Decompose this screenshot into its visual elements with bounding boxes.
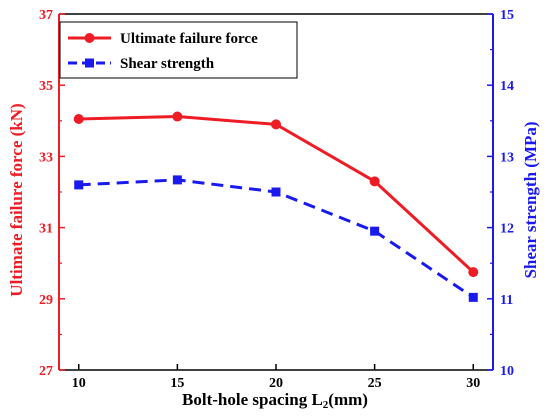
data-point-ultimate-failure-force bbox=[369, 176, 380, 187]
data-point-shear-strength bbox=[468, 292, 478, 302]
legend-label-ultimate-failure-force: Ultimate failure force bbox=[120, 31, 258, 47]
data-point-ultimate-failure-force bbox=[172, 111, 183, 122]
data-point-shear-strength bbox=[172, 175, 182, 185]
legend-marker-shear-strength bbox=[85, 58, 94, 68]
data-point-shear-strength bbox=[271, 187, 281, 197]
right-y-tick-label: 12 bbox=[500, 222, 514, 237]
series-line-shear-strength bbox=[78, 178, 475, 299]
left-y-tick-label: 29 bbox=[39, 293, 53, 308]
plot-marks: 10 15 20 25 30 27 29 31 33 35 37 10 11 12 13 14 15 bbox=[39, 8, 514, 391]
legend: Ultimate failure force Shear strength bbox=[59, 21, 298, 79]
data-point-ultimate-failure-force bbox=[468, 267, 479, 278]
data-point-ultimate-failure-force bbox=[271, 119, 281, 130]
x-tick-label: 20 bbox=[269, 376, 283, 391]
right-y-tick-label: 13 bbox=[500, 150, 514, 165]
data-point-shear-strength bbox=[74, 180, 84, 190]
right-y-tick-label: 11 bbox=[500, 293, 513, 308]
left-y-tick-label: 35 bbox=[39, 79, 53, 94]
x-tick-label: 10 bbox=[72, 376, 86, 391]
left-y-tick-label: 33 bbox=[39, 150, 53, 165]
right-y-tick-label: 15 bbox=[500, 8, 514, 23]
right-axis-title: Shear strength (MPa) bbox=[521, 121, 540, 278]
left-y-tick-label: 31 bbox=[39, 222, 53, 237]
legend-box bbox=[59, 21, 298, 79]
x-tick-label: 30 bbox=[466, 376, 480, 391]
legend-marker-ultimate-failure-force bbox=[84, 33, 95, 43]
left-y-tick-label: 27 bbox=[39, 364, 53, 379]
data-point-shear-strength bbox=[370, 226, 380, 236]
x-tick-label: 15 bbox=[170, 376, 184, 391]
x-axis-title: Bolt-hole spacing L2(mm) bbox=[182, 390, 368, 411]
left-axis-title: Ultimate failure force (kN) bbox=[7, 103, 26, 296]
right-y-tick-label: 14 bbox=[500, 79, 514, 94]
right-y-tick-label: 10 bbox=[500, 364, 514, 379]
left-y-tick-label: 37 bbox=[39, 8, 53, 23]
data-point-ultimate-failure-force bbox=[73, 114, 84, 125]
x-tick-label: 25 bbox=[368, 376, 382, 391]
legend-label-shear-strength: Shear strength bbox=[120, 56, 215, 72]
